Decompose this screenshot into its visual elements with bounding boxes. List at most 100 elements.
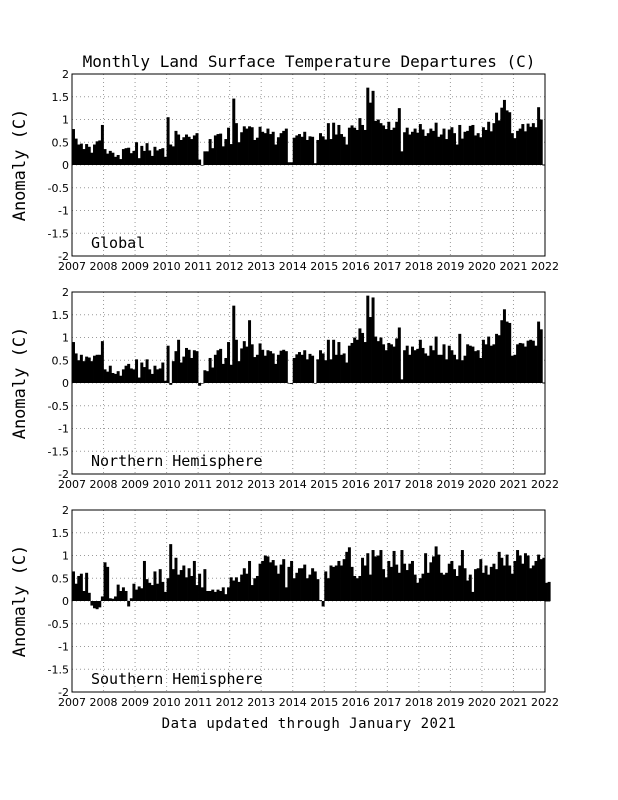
- anomaly-bar: [227, 587, 231, 601]
- anomaly-bar: [397, 327, 401, 383]
- anomaly-bar: [187, 349, 191, 383]
- anomaly-bar: [497, 551, 501, 601]
- anomaly-bar: [374, 556, 378, 601]
- x-tick-label: 2013: [247, 478, 275, 491]
- x-tick-label: 2009: [121, 260, 149, 273]
- anomaly-bar: [437, 136, 441, 165]
- anomaly-bar: [255, 354, 259, 383]
- x-tick-label: 2011: [184, 478, 212, 491]
- x-tick-label: 2008: [90, 696, 118, 709]
- anomaly-bar: [395, 564, 399, 601]
- anomaly-bar: [453, 569, 457, 601]
- anomaly-bar: [203, 151, 207, 165]
- anomaly-bar: [295, 354, 299, 383]
- anomaly-bar: [463, 355, 467, 383]
- anomaly-bar: [534, 560, 538, 601]
- anomaly-bar: [447, 563, 451, 601]
- y-tick-label: 2: [62, 286, 69, 299]
- anomaly-bar: [297, 352, 301, 383]
- x-tick-label: 2009: [121, 696, 149, 709]
- anomaly-bar: [211, 367, 215, 383]
- anomaly-bar: [366, 87, 370, 165]
- anomaly-bar: [129, 368, 133, 383]
- anomaly-bar: [224, 594, 228, 601]
- anomaly-bar: [326, 123, 330, 165]
- anomaly-bar: [539, 559, 543, 601]
- anomaly-bar: [145, 579, 149, 601]
- anomaly-bar: [505, 554, 509, 601]
- anomaly-bar: [290, 560, 294, 601]
- anomaly-bar: [258, 343, 262, 383]
- anomaly-bar: [450, 560, 454, 601]
- anomaly-bar: [303, 564, 307, 601]
- x-tick-label: 2018: [405, 696, 433, 709]
- anomaly-bar: [158, 569, 162, 601]
- anomaly-bar: [468, 345, 472, 383]
- x-tick-label: 2012: [216, 478, 244, 491]
- anomaly-bar: [227, 342, 231, 383]
- anomaly-bar: [332, 566, 336, 601]
- anomaly-bar: [358, 118, 362, 165]
- anomaly-bar: [263, 355, 267, 383]
- anomaly-bar: [305, 359, 309, 383]
- anomaly-bar: [100, 341, 104, 383]
- anomaly-bar: [334, 134, 338, 165]
- anomaly-bar: [284, 351, 288, 383]
- anomaly-bar: [426, 355, 430, 383]
- x-tick-label: 2013: [247, 696, 275, 709]
- x-tick-label: 2018: [405, 260, 433, 273]
- anomaly-bar: [379, 337, 383, 383]
- anomaly-bar: [429, 128, 433, 165]
- anomaly-bar: [308, 353, 312, 383]
- y-tick-label: -1: [58, 205, 69, 218]
- anomaly-bar: [116, 154, 120, 165]
- anomaly-bar: [445, 572, 449, 601]
- anomaly-bar: [255, 575, 259, 601]
- x-tick-label: 2007: [58, 478, 86, 491]
- anomaly-bar: [171, 569, 175, 601]
- anomaly-bar: [529, 126, 533, 165]
- x-tick-label: 2022: [531, 260, 559, 273]
- anomaly-bar: [347, 547, 351, 601]
- anomaly-bar: [510, 355, 514, 383]
- anomaly-bar: [337, 124, 341, 165]
- anomaly-bar: [171, 146, 175, 165]
- anomaly-bar: [276, 354, 280, 383]
- anomaly-bar: [497, 120, 501, 165]
- anomaly-bar: [269, 351, 273, 383]
- anomaly-bar: [190, 139, 194, 165]
- anomaly-bar: [489, 345, 493, 383]
- anomaly-bar: [90, 601, 94, 606]
- anomaly-bar: [171, 361, 175, 383]
- anomaly-bar: [531, 565, 535, 601]
- anomaly-bar: [142, 150, 146, 165]
- x-tick-label: 2019: [436, 478, 464, 491]
- anomaly-bar: [140, 588, 144, 601]
- anomaly-bar: [137, 377, 141, 383]
- y-tick-label: 1.5: [52, 309, 70, 322]
- x-tick-label: 2017: [373, 260, 401, 273]
- anomaly-bar: [453, 354, 457, 383]
- anomaly-bar: [432, 350, 435, 383]
- anomaly-bar: [300, 136, 304, 165]
- anomaly-bar: [384, 577, 388, 601]
- x-tick-label: 2011: [184, 696, 212, 709]
- anomaly-bar: [539, 119, 543, 165]
- anomaly-bar: [311, 136, 315, 165]
- anomaly-bar: [474, 351, 478, 383]
- anomaly-bar: [85, 144, 89, 165]
- anomaly-bar: [192, 560, 196, 601]
- y-tick-label: -1.5: [48, 227, 69, 240]
- anomaly-bar: [274, 565, 278, 601]
- anomaly-bar: [127, 147, 131, 165]
- anomaly-bar: [371, 297, 375, 383]
- x-tick-label: 2007: [58, 696, 86, 709]
- anomaly-bar: [248, 126, 252, 165]
- anomaly-bar: [334, 354, 338, 383]
- anomaly-bar: [424, 553, 428, 601]
- anomaly-bar: [150, 585, 154, 601]
- anomaly-bar: [484, 344, 488, 383]
- anomaly-bar: [119, 159, 123, 165]
- anomaly-bar: [266, 350, 270, 383]
- anomaly-bar: [177, 339, 181, 383]
